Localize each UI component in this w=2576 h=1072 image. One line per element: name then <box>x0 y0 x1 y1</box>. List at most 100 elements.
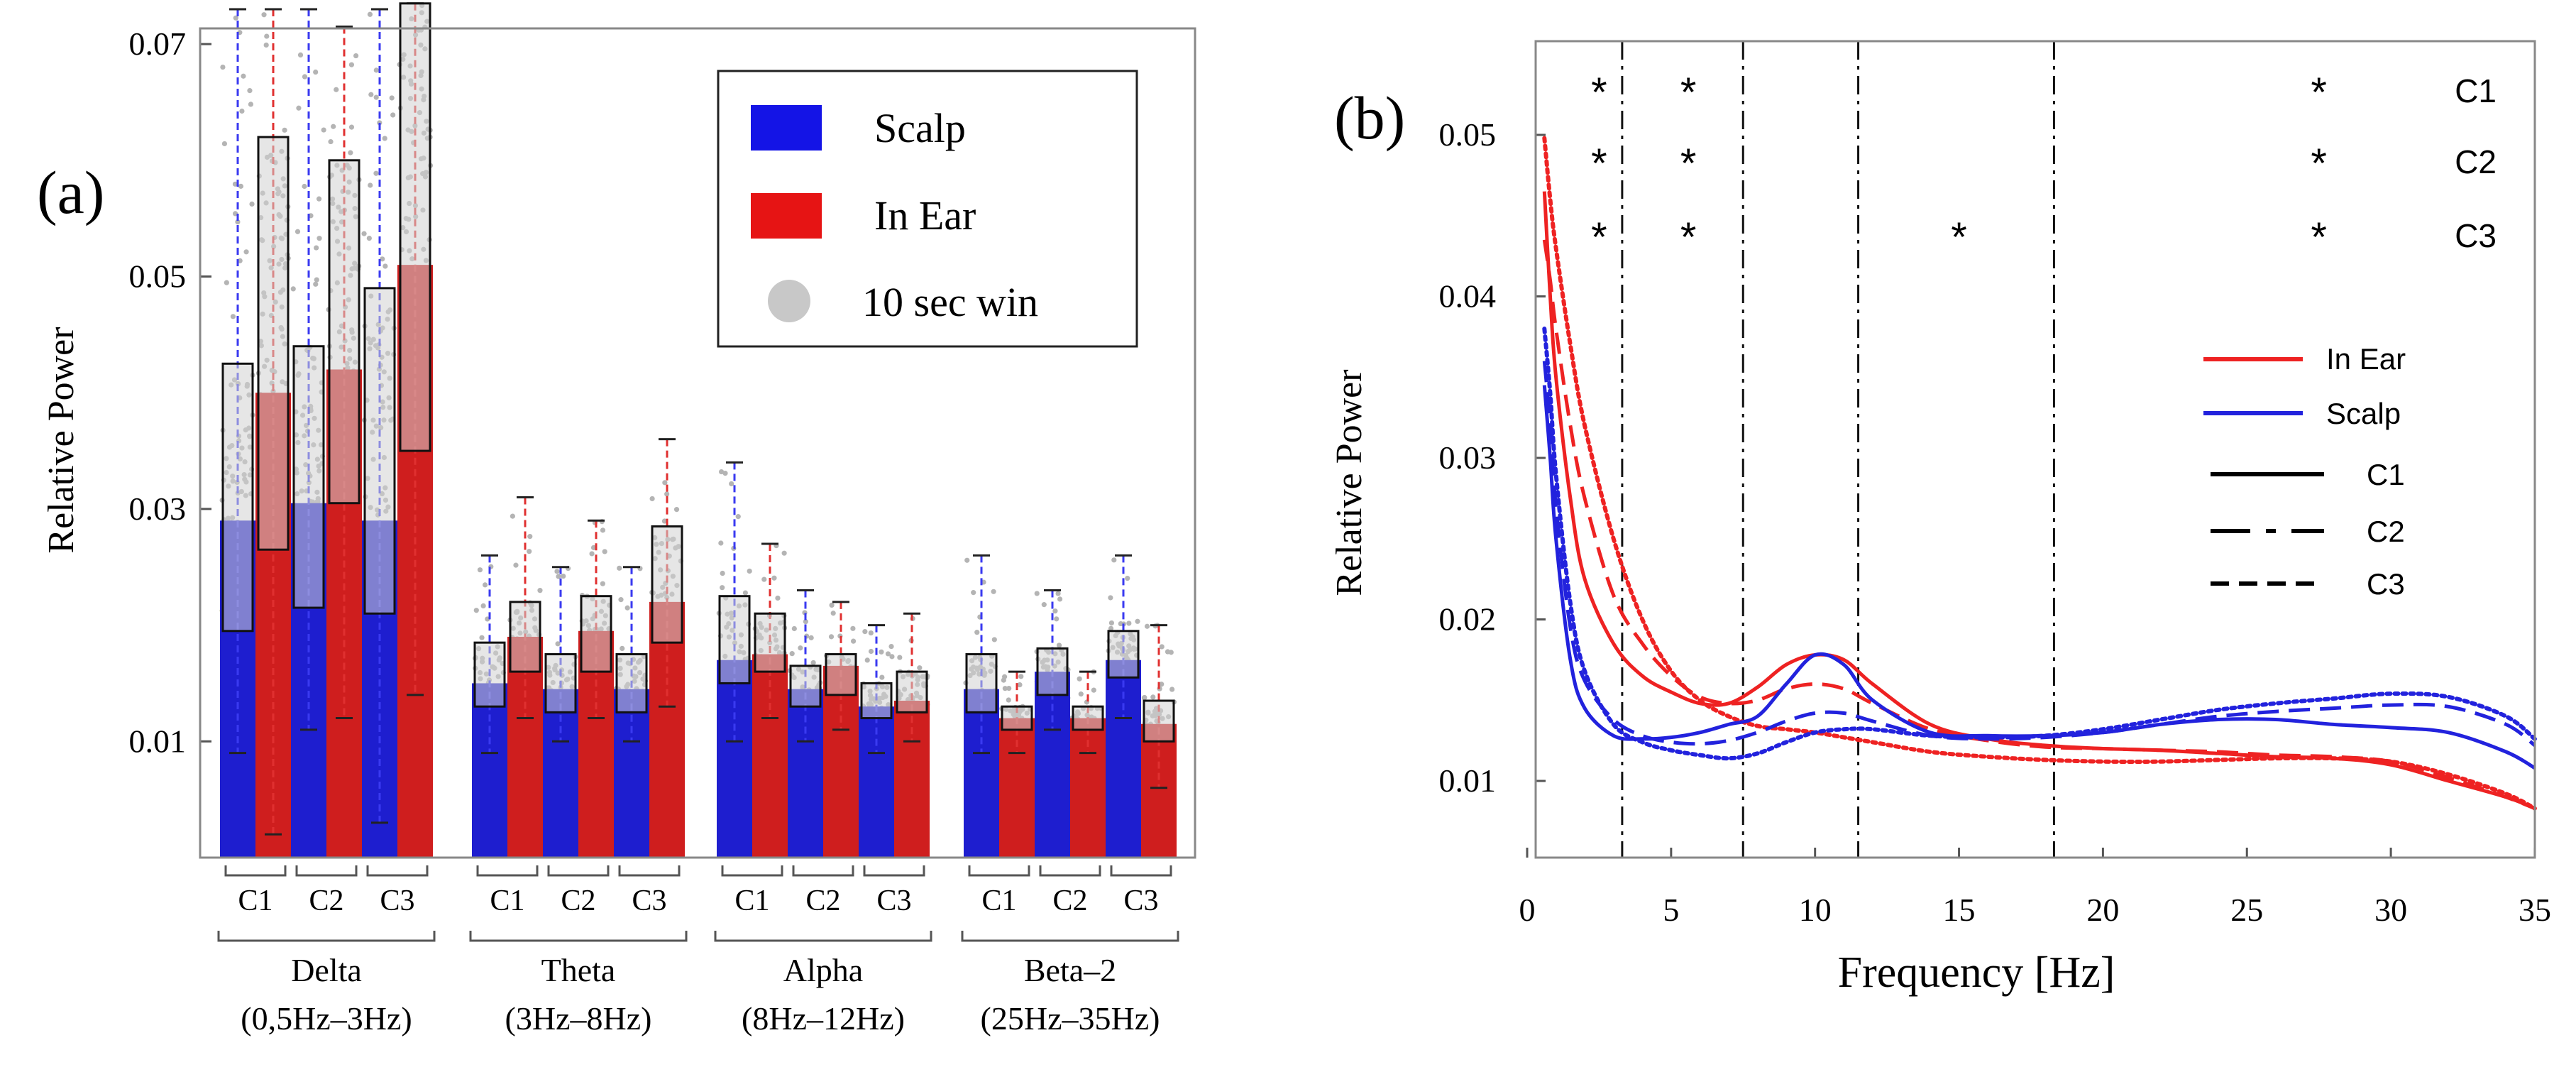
iqr-box-delta-c2-in-ear <box>328 159 360 505</box>
sample-dot-beta-2-c2-scalp <box>1034 591 1040 596</box>
group-label-alpha: Alpha <box>783 952 863 988</box>
sample-dot-theta-c3-scalp <box>617 565 622 571</box>
iqr-box-beta-2-c3-in-ear <box>1143 699 1175 743</box>
sample-dot-delta-c3-scalp <box>368 182 373 188</box>
group-bracket-alpha <box>714 931 932 942</box>
legend-window-dot-marker <box>768 280 810 322</box>
subject-label-theta-c1: C1 <box>490 885 524 917</box>
sample-dot-beta-2-c1-in-ear <box>1018 674 1024 679</box>
line-scalp-c1 <box>1542 385 2536 770</box>
line-in-ear-c2 <box>1542 239 2536 811</box>
sample-dot-beta-2-c1-scalp <box>971 590 976 596</box>
sample-dot-theta-c3-scalp <box>624 605 630 611</box>
sample-dot-alpha-c3-scalp <box>868 630 874 636</box>
iqr-box-beta-2-c2-scalp <box>1036 647 1069 696</box>
sample-dot-alpha-c1-scalp <box>720 570 725 576</box>
sample-dot-delta-c3-scalp <box>382 136 387 141</box>
sample-dot-delta-c2-in-ear <box>348 124 355 130</box>
legend-in-ear-label: In Ear <box>2326 342 2406 376</box>
subject-bracket-beta-2-c2 <box>1039 865 1101 877</box>
sample-dot-theta-c3-in-ear <box>649 496 655 502</box>
sample-dot-delta-c1-scalp <box>232 181 238 187</box>
subject-label-alpha-c2: C2 <box>805 885 840 917</box>
sample-dot-theta-c3-in-ear <box>662 480 668 486</box>
sample-dot-beta-2-c2-scalp <box>1054 616 1059 622</box>
subject-label-beta-2-c2: C2 <box>1052 885 1087 917</box>
sample-dot-theta-c1-in-ear <box>513 562 519 568</box>
significance-row-label-c3: C3 <box>2455 217 2497 254</box>
sample-dot-delta-c1-scalp <box>239 108 245 114</box>
panel-b-x-tick-label: 5 <box>1663 892 1679 928</box>
sample-dot-delta-c2-in-ear <box>348 150 353 155</box>
panel-a-x-axis: C1 C2 C3 Delta (0,5Hz–3Hz) C1 C2 C3 Theta (3Hz–8H… <box>217 865 1179 1037</box>
iqr-box-theta-c1-in-ear <box>509 601 541 673</box>
significance-star-c3: * <box>2311 214 2327 261</box>
sample-dot-beta-2-c1-scalp <box>991 589 996 594</box>
sample-dot-theta-c3-in-ear <box>661 518 668 524</box>
subject-label-alpha-c1: C1 <box>734 885 769 917</box>
bar-theta-c2-scalp <box>543 689 578 858</box>
sample-dot-alpha-c1-scalp <box>742 590 748 596</box>
bar-beta-2-c3-scalp <box>1106 660 1141 858</box>
sample-dot-alpha-c1-in-ear <box>781 550 787 556</box>
panel-a-y-ticks: 0.01 0.03 0.05 0.07 <box>129 26 211 759</box>
subject-bracket-beta-2-c1 <box>968 865 1030 877</box>
subject-bracket-theta-c1 <box>476 865 539 877</box>
iqr-box-alpha-c3-scalp <box>860 682 893 720</box>
sample-dot-theta-c2-scalp <box>561 573 566 579</box>
subject-label-beta-2-c3: C3 <box>1123 885 1158 917</box>
sample-dot-theta-c2-in-ear <box>600 581 605 586</box>
subject-label-theta-c3: C3 <box>632 885 666 917</box>
bar-alpha-c3-in-ear <box>894 701 930 858</box>
sample-dot-alpha-c2-scalp <box>791 625 797 632</box>
sample-dot-delta-c2-scalp <box>302 183 307 190</box>
sample-dot-alpha-c1-scalp <box>718 540 724 546</box>
subject-label-delta-c1: C1 <box>238 885 273 917</box>
significance-star-c3: * <box>1591 214 1607 261</box>
sample-dot-delta-c1-scalp <box>249 201 255 207</box>
panel-b-band-dividers <box>1621 41 2055 858</box>
bar-beta-2-c2-scalp <box>1035 672 1070 858</box>
legend-c2-label: C2 <box>2367 515 2405 548</box>
legend-in-ear-swatch <box>751 193 822 239</box>
sample-dot-delta-c2-scalp <box>302 74 308 80</box>
panel-b-y-tick-label: 0.01 <box>1439 762 1497 799</box>
sample-dot-beta-2-c3-scalp <box>1126 620 1132 626</box>
sample-dot-beta-2-c3-scalp <box>1111 557 1117 563</box>
legend-window-label: 10 sec win <box>862 279 1038 325</box>
sample-dot-delta-c3-scalp <box>361 231 367 236</box>
group-bracket-beta-2 <box>961 931 1179 942</box>
sample-dot-delta-c1-scalp <box>221 141 228 147</box>
panel-b-y-tick-label: 0.05 <box>1439 116 1497 153</box>
sample-dot-theta-c2-in-ear <box>600 527 606 533</box>
sample-dot-alpha-c1-scalp <box>747 568 752 574</box>
bar-alpha-c1-in-ear <box>752 654 788 858</box>
sample-dot-delta-c3-scalp <box>382 263 388 269</box>
iqr-box-beta-2-c1-in-ear <box>1001 705 1033 731</box>
sample-dot-delta-c2-scalp <box>317 236 322 241</box>
sample-dot-alpha-c3-scalp <box>879 674 885 680</box>
sample-dot-alpha-c1-in-ear <box>761 576 767 582</box>
group-label-delta: Delta <box>291 952 362 988</box>
sample-dot-delta-c3-scalp <box>368 92 374 97</box>
sample-dot-delta-c2-scalp <box>296 105 302 111</box>
panel-a-y-tick-label: 0.03 <box>129 491 187 527</box>
legend-scalp-swatch <box>751 105 822 151</box>
sample-dot-delta-c3-scalp <box>377 120 382 126</box>
panel-b-x-tick-label: 10 <box>1799 892 1832 928</box>
sample-dot-beta-2-c1-in-ear <box>1006 685 1012 691</box>
sample-dot-alpha-c2-in-ear <box>850 638 857 644</box>
panel-b-y-axis-label: Relative Power <box>1329 369 1370 596</box>
sample-dot-theta-c1-in-ear <box>527 549 532 554</box>
subject-label-delta-c2: C2 <box>309 885 343 917</box>
sample-dot-alpha-c2-scalp <box>808 635 814 640</box>
iqr-box-delta-c2-scalp <box>292 345 325 609</box>
sample-dot-alpha-c1-scalp <box>718 469 725 475</box>
legend-c1-label: C1 <box>2367 458 2405 491</box>
sample-dot-delta-c2-scalp <box>313 281 319 287</box>
legend-scalp-label: Scalp <box>874 105 966 151</box>
iqr-box-delta-c1-in-ear <box>257 136 290 551</box>
panel-a-y-tick-label: 0.05 <box>129 258 187 295</box>
iqr-box-alpha-c1-in-ear <box>754 612 786 673</box>
panel-a-bars <box>220 2 1177 858</box>
